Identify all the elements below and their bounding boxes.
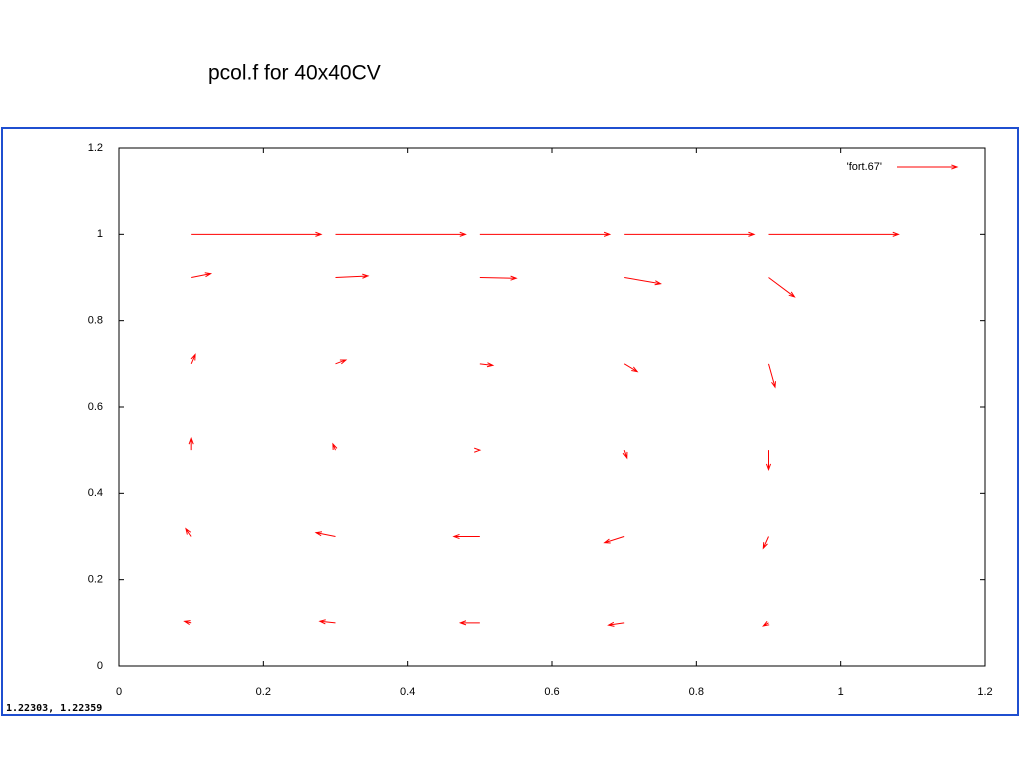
y-tick-label: 0.6 xyxy=(88,401,103,413)
vector-arrow xyxy=(458,620,480,626)
vector-arrow xyxy=(183,620,192,626)
vector-arrow xyxy=(768,363,776,389)
vector-arrow xyxy=(191,231,323,237)
vector-arrow xyxy=(623,363,639,373)
vector-arrow xyxy=(762,536,769,550)
vector-arrow xyxy=(762,620,770,627)
vector-arrow xyxy=(768,277,796,298)
vector-arrow xyxy=(185,527,192,537)
vector-arrow xyxy=(335,231,467,237)
y-tick-label: 1.2 xyxy=(88,142,103,154)
x-tick-label: 0 xyxy=(116,686,122,698)
x-tick-label: 0.6 xyxy=(544,686,559,698)
vector-arrow xyxy=(190,353,196,365)
vector-arrow xyxy=(624,277,662,286)
vector-arrow xyxy=(622,450,628,460)
y-tick-label: 1 xyxy=(97,228,103,240)
status-text: 1.22303, 1.22359 xyxy=(6,703,102,714)
vector-arrow xyxy=(318,619,336,625)
vector-arrow xyxy=(479,362,495,368)
y-tick-label: 0.4 xyxy=(88,487,103,499)
vector-arrow xyxy=(335,273,370,279)
vector-arrow xyxy=(191,272,213,278)
vector-arrow xyxy=(624,231,756,237)
vector-arrow xyxy=(603,536,625,544)
legend-arrow xyxy=(897,164,959,170)
vector-arrow xyxy=(765,450,772,472)
vector-arrow xyxy=(479,231,612,237)
legend-label: 'fort.67' xyxy=(847,161,882,173)
x-tick-label: 0.4 xyxy=(400,686,415,698)
x-tick-label: 1.2 xyxy=(977,686,992,698)
slide-title: pcol.f for 40x40CV xyxy=(208,62,381,85)
y-tick-label: 0 xyxy=(97,660,103,672)
vector-arrow xyxy=(335,359,348,365)
vector-arrow xyxy=(188,437,194,451)
vector-arrow xyxy=(768,231,900,237)
vector-arrow xyxy=(452,533,480,540)
x-tick-label: 1 xyxy=(838,686,844,698)
vector-arrow xyxy=(607,621,625,627)
x-tick-label: 0.8 xyxy=(689,686,704,698)
vector-arrow xyxy=(314,531,336,537)
y-tick-label: 0.8 xyxy=(88,315,103,327)
vector-arrow xyxy=(474,447,482,453)
x-tick-label: 0.2 xyxy=(256,686,271,698)
y-tick-label: 0.2 xyxy=(88,574,103,586)
vector-arrow xyxy=(479,275,518,281)
plot-window xyxy=(1,127,1019,716)
vector-arrow xyxy=(332,442,338,451)
